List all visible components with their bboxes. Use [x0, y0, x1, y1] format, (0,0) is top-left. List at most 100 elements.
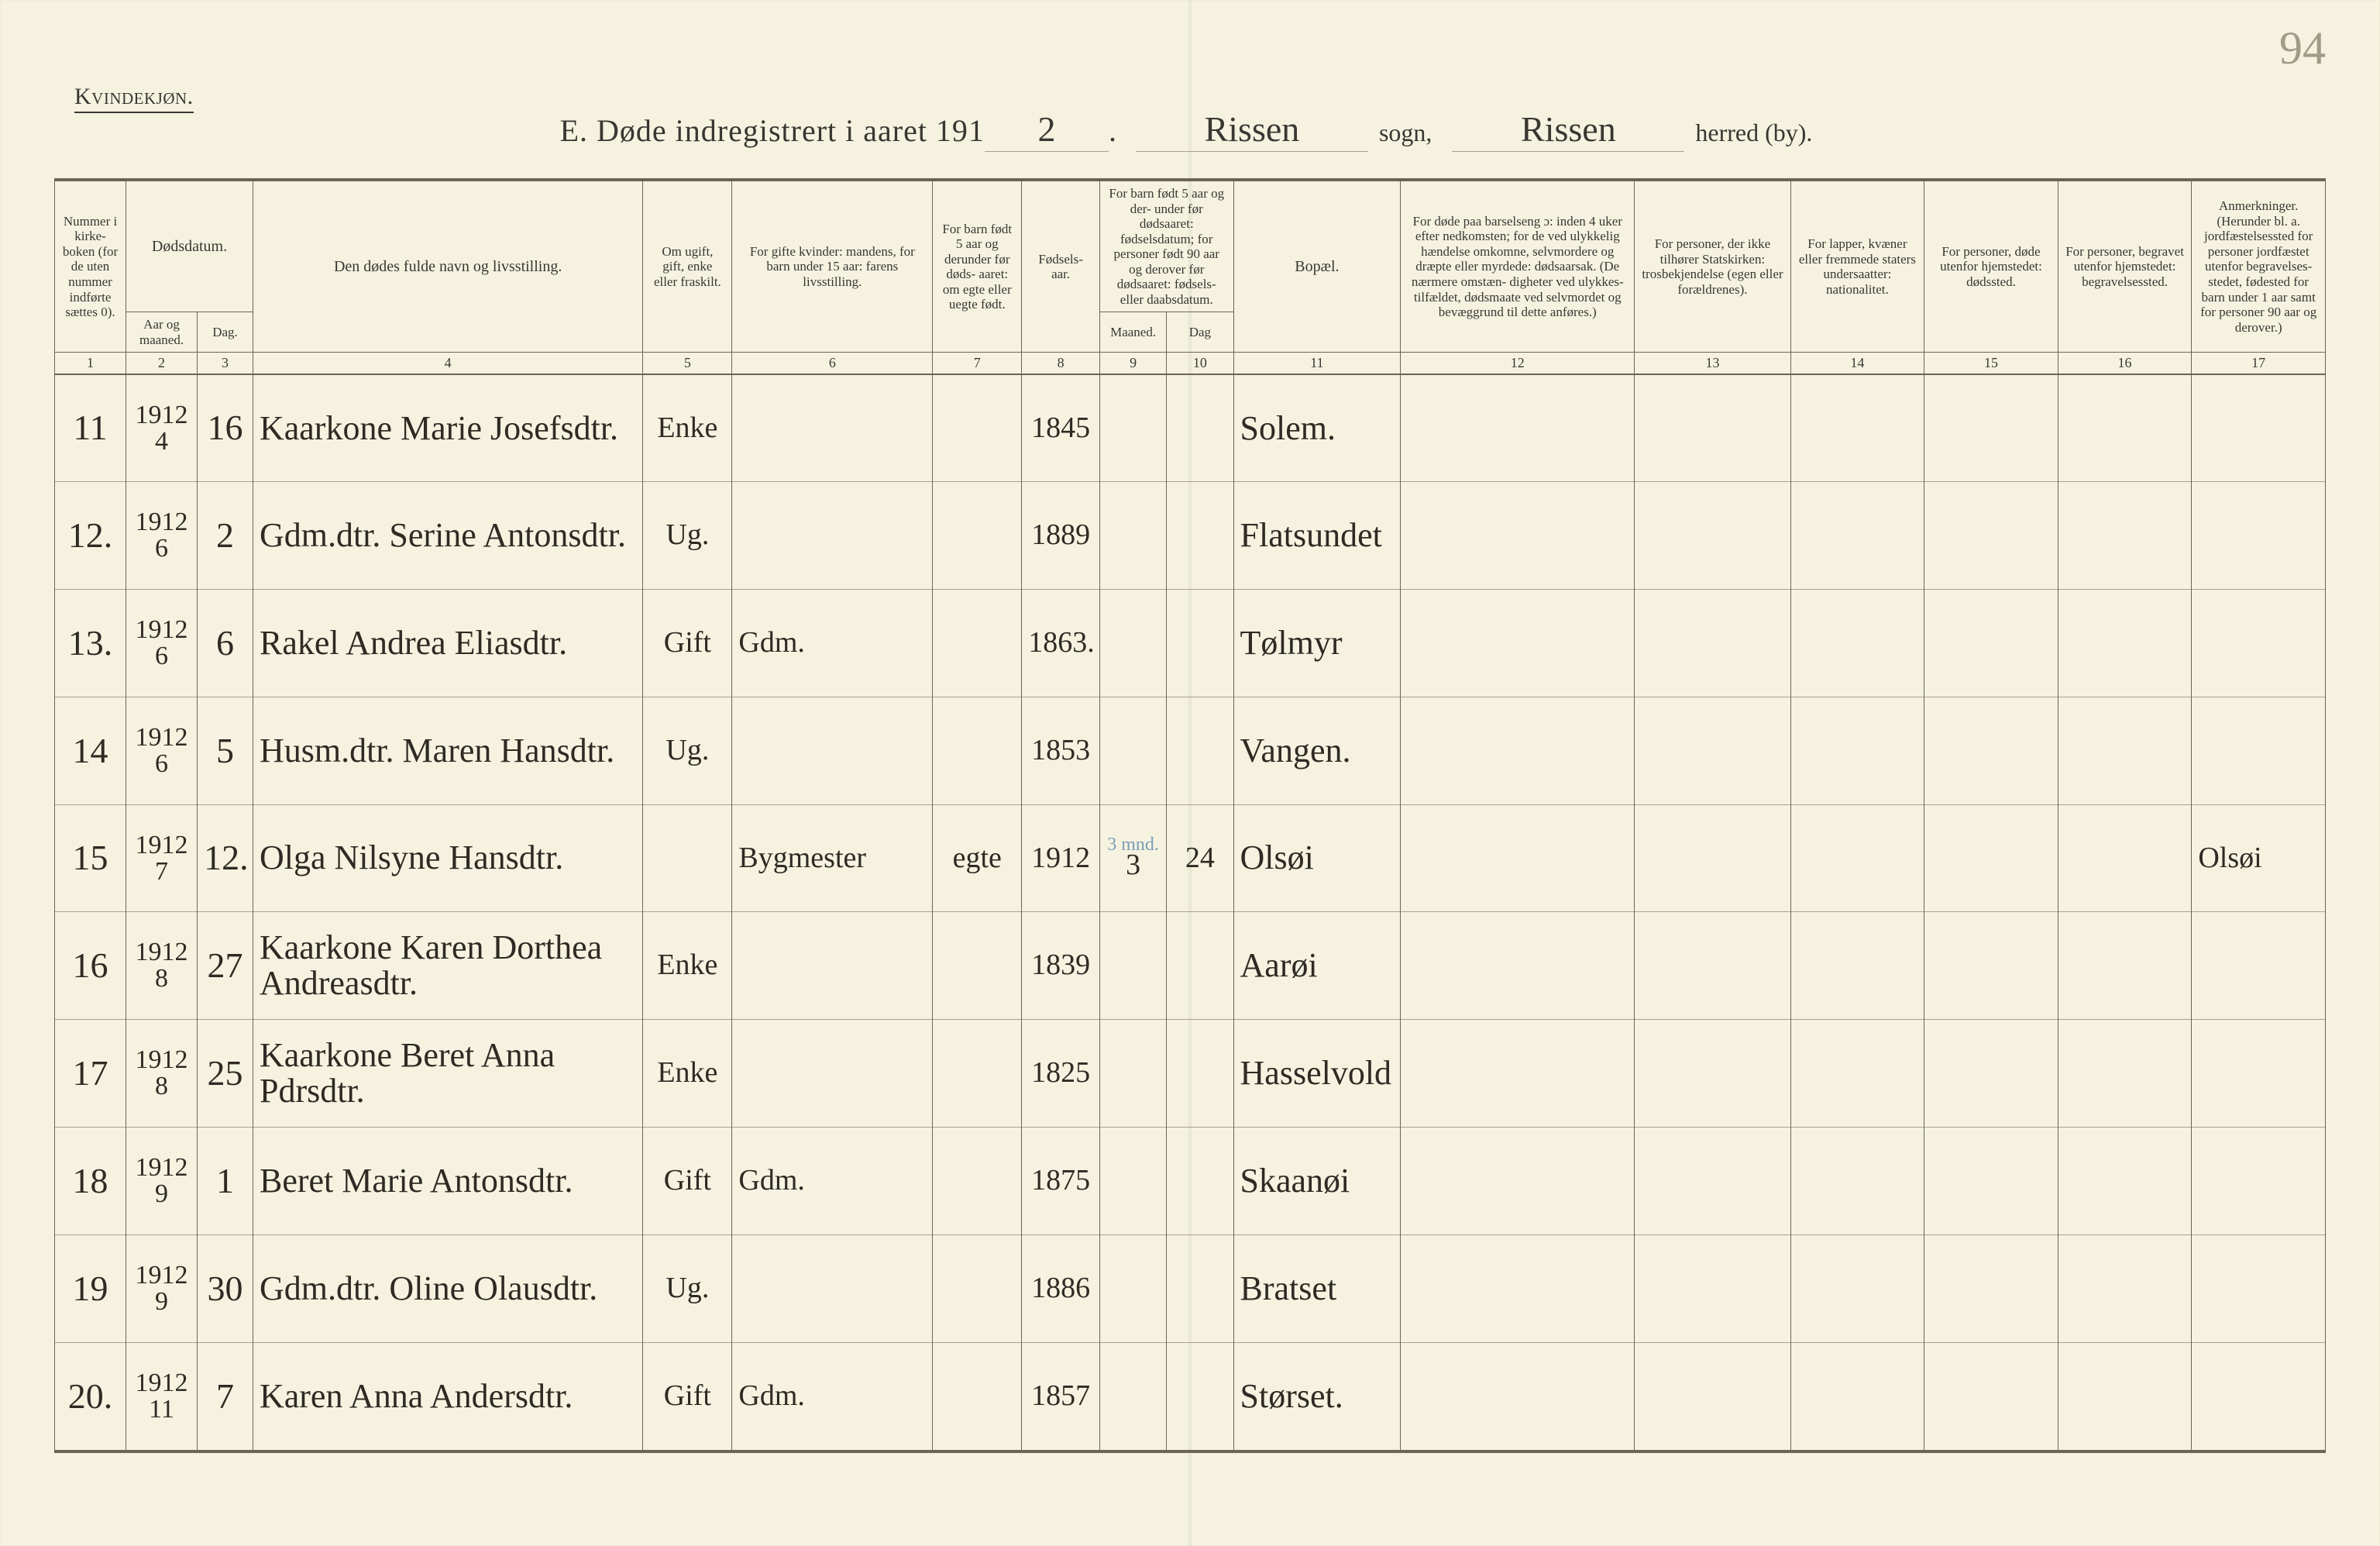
cell-14	[1790, 590, 1924, 697]
cell-16	[2058, 912, 2192, 1020]
cell-month	[1099, 912, 1166, 1020]
table-row: 191912930Gdm.dtr. Oline Olausdtr.Ug.1886…	[55, 1234, 2326, 1342]
cell-13	[1635, 590, 1790, 697]
hdr-7: For barn født 5 aar og derunder før døds…	[933, 181, 1022, 353]
cell-15	[1924, 590, 2058, 697]
cell-month	[1099, 590, 1166, 697]
cell-bopel: Tølmyr	[1233, 590, 1401, 697]
cell-14	[1790, 1342, 1924, 1450]
cell-15	[1924, 1342, 2058, 1450]
colnum: 16	[2058, 353, 2192, 374]
title-row: E. Døde indregistrert i aaret 1912. Riss…	[0, 108, 2380, 152]
cell-14	[1790, 804, 1924, 912]
cell-12	[1401, 374, 1635, 482]
cell-17	[2192, 912, 2326, 1020]
table-row: 161912827Kaarkone Karen Dorthea Andreasd…	[55, 912, 2326, 1020]
cell-status: Enke	[643, 374, 732, 482]
colnum: 2	[126, 353, 198, 374]
cell-13	[1635, 1234, 1790, 1342]
cell-dag: 24	[1167, 804, 1233, 912]
cell-month	[1099, 482, 1166, 590]
cell-month	[1099, 1020, 1166, 1128]
table-row: 12.191262Gdm.dtr. Serine Antonsdtr.Ug.18…	[55, 482, 2326, 590]
cell-birth: 1857	[1022, 1342, 1100, 1450]
cell-16	[2058, 697, 2192, 804]
cell-birth: 1912	[1022, 804, 1100, 912]
cell-birth: 1886	[1022, 1234, 1100, 1342]
cell-day: 25	[198, 1020, 253, 1128]
cell-name: Beret Marie Antonsdtr.	[253, 1128, 642, 1235]
cell-dag	[1167, 1020, 1233, 1128]
hdr-14: For lapper, kvæner eller fremmede stater…	[1790, 181, 1924, 353]
hdr-8: Fødsels- aar.	[1022, 181, 1100, 353]
cell-17	[2192, 374, 2326, 482]
cell-month: 3 mnd.3	[1099, 804, 1166, 912]
cell-15	[1924, 482, 2058, 590]
cell-status: Ug.	[643, 697, 732, 804]
colnum: 6	[732, 353, 933, 374]
cell-day: 7	[198, 1342, 253, 1450]
column-numbers-row: 1 2 3 4 5 6 7 8 9 10 11 12 13 14 15 16 1	[55, 353, 2326, 374]
cell-14	[1790, 1020, 1924, 1128]
colnum: 12	[1401, 353, 1635, 374]
cell-bopel: Olsøi	[1233, 804, 1401, 912]
cell-status: Gift	[643, 1128, 732, 1235]
cell-14	[1790, 912, 1924, 1020]
cell-status: Ug.	[643, 1234, 732, 1342]
cell-col7	[933, 1020, 1022, 1128]
cell-dag	[1167, 482, 1233, 590]
cell-13	[1635, 1128, 1790, 1235]
cell-dag	[1167, 590, 1233, 697]
cell-number: 19	[55, 1234, 126, 1342]
cell-status: Gift	[643, 1342, 732, 1450]
cell-bopel: Aarøi	[1233, 912, 1401, 1020]
cell-17: Olsøi	[2192, 804, 2326, 912]
cell-dag	[1167, 1128, 1233, 1235]
table-row: 13.191266Rakel Andrea Eliasdtr.GiftGdm.1…	[55, 590, 2326, 697]
cell-13	[1635, 912, 1790, 1020]
cell-status: Gift	[643, 590, 732, 697]
cell-14	[1790, 374, 1924, 482]
title-year-fill: 2	[985, 108, 1109, 152]
table-row: 151912712.Olga Nilsyne Hansdtr.Bygmester…	[55, 804, 2326, 912]
cell-col7	[933, 1234, 1022, 1342]
cell-dag	[1167, 912, 1233, 1020]
colnum: 4	[253, 353, 642, 374]
sogn-label: sogn,	[1371, 119, 1439, 146]
cell-col7	[933, 1342, 1022, 1450]
cell-13	[1635, 482, 1790, 590]
cell-dag	[1167, 374, 1233, 482]
cell-birth: 1875	[1022, 1128, 1100, 1235]
cell-16	[2058, 1234, 2192, 1342]
cell-col7	[933, 697, 1022, 804]
cell-day: 27	[198, 912, 253, 1020]
cell-name: Rakel Andrea Eliasdtr.	[253, 590, 642, 697]
cell-15	[1924, 374, 2058, 482]
hdr-2: Aar og maaned.	[126, 312, 198, 353]
cell-status: Ug.	[643, 482, 732, 590]
cell-17	[2192, 1128, 2326, 1235]
cell-month	[1099, 1234, 1166, 1342]
cell-year-month: 19128	[126, 1020, 198, 1128]
cell-16	[2058, 1342, 2192, 1450]
cell-day: 30	[198, 1234, 253, 1342]
cell-13	[1635, 697, 1790, 804]
cell-col6: Gdm.	[732, 1128, 933, 1235]
colnum: 13	[1635, 353, 1790, 374]
cell-15	[1924, 1128, 2058, 1235]
cell-bopel: Hasselvold	[1233, 1020, 1401, 1128]
cell-number: 13.	[55, 590, 126, 697]
cell-birth: 1853	[1022, 697, 1100, 804]
herred-value: Rissen	[1452, 108, 1684, 152]
cell-col6: Gdm.	[732, 590, 933, 697]
cell-12	[1401, 1020, 1635, 1128]
cell-17	[2192, 590, 2326, 697]
colnum: 15	[1924, 353, 2058, 374]
hdr-4: Den dødes fulde navn og livsstilling.	[253, 181, 642, 353]
cell-14	[1790, 482, 1924, 590]
colnum: 10	[1167, 353, 1233, 374]
cell-15	[1924, 697, 2058, 804]
colnum: 8	[1022, 353, 1100, 374]
cell-year-month: 19126	[126, 590, 198, 697]
cell-col6	[732, 1234, 933, 1342]
